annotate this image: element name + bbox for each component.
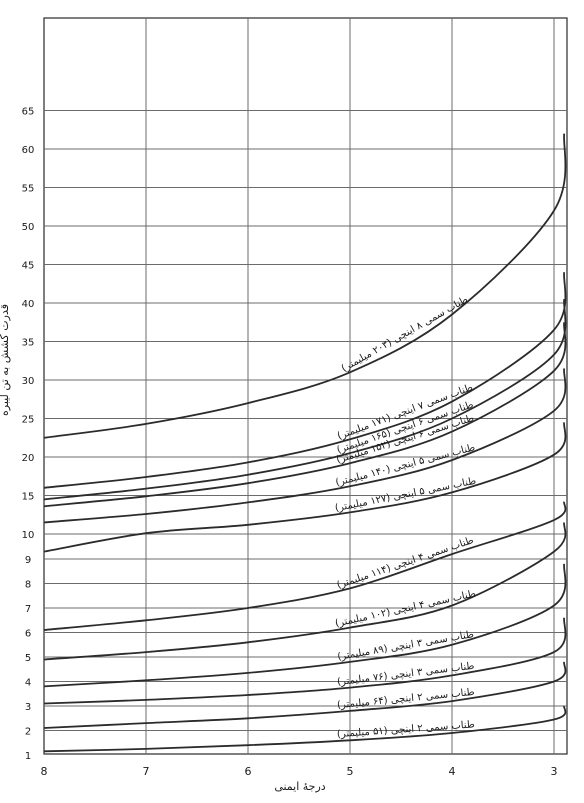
y-tick-label: 55 [22, 184, 35, 195]
curve-label: طناب سمی ۲ اینچی (۶۴ میلیمتر) [337, 687, 476, 711]
y-tick-label: 1 [25, 751, 31, 762]
rope-curve [43, 617, 567, 705]
y-tick-label: 20 [22, 453, 35, 464]
y-tick-label: 7 [25, 604, 31, 615]
x-tick-label: 7 [143, 765, 150, 778]
rope-curve [43, 705, 567, 753]
rope-curve [43, 368, 567, 524]
y-tick-label: 45 [22, 261, 35, 272]
curve-label: طناب سمی ۸ اینچی (۲۰۳ میلیمتر) [340, 294, 470, 374]
x-tick-labels: 8 7 6 5 4 3 [41, 765, 558, 778]
y-tick-label: 4 [25, 678, 31, 689]
curves [43, 133, 567, 753]
y-tick-label: 6 [25, 629, 31, 640]
rope-curve [43, 522, 567, 661]
y-tick-label: 9 [25, 555, 31, 566]
x-tick-label: 4 [449, 765, 456, 778]
curve-label: طناب سمی ۴ اینچی (۱۰۲ میلیمتر) [334, 588, 477, 629]
rope-curve [43, 661, 567, 729]
y-tick-label: 8 [25, 580, 31, 591]
y-tick-label: 25 [22, 415, 35, 426]
rope-curve [43, 501, 567, 631]
y-axis-title: قدرت کشش به تن لیبره [0, 304, 11, 416]
y-tick-label: 35 [22, 338, 35, 349]
curve-labels: طناب سمی ۸ اینچی (۲۰۳ میلیمتر)طناب سمی ۷… [334, 294, 477, 740]
curve-label: طناب سمی ۳ اینچی (۸۹ میلیمتر) [337, 629, 475, 663]
y-tick-label: 15 [22, 492, 35, 503]
y-tick-label: 40 [22, 299, 35, 310]
y-tick-label: 5 [25, 653, 31, 664]
rope-curve [43, 298, 567, 501]
rope-curve [43, 272, 567, 489]
rope-curve [43, 133, 567, 439]
y-tick-label: 3 [25, 702, 31, 713]
x-axis-title: درجهٔ ایمنی [274, 780, 325, 793]
curve-label: طناب سمی ۴ اینچی (۱۱۴ میلیمتر) [336, 535, 476, 591]
rope-curve [43, 322, 567, 508]
x-tick-label: 5 [347, 765, 354, 778]
rope-curve [43, 422, 567, 553]
y-tick-label: 2 [25, 727, 31, 738]
y-tick-label: 65 [22, 107, 35, 118]
y-tick-label: 50 [22, 222, 35, 233]
rope-curve [43, 563, 567, 688]
y-tick-label: 10 [22, 530, 35, 541]
x-tick-label: 6 [245, 765, 252, 778]
x-tick-label: 3 [551, 765, 558, 778]
plot-frame [43, 17, 568, 755]
y-tick-label: 30 [22, 376, 35, 387]
gridlines [43, 17, 568, 755]
y-tick-label: 60 [22, 145, 35, 156]
x-tick-label: 8 [41, 765, 48, 778]
